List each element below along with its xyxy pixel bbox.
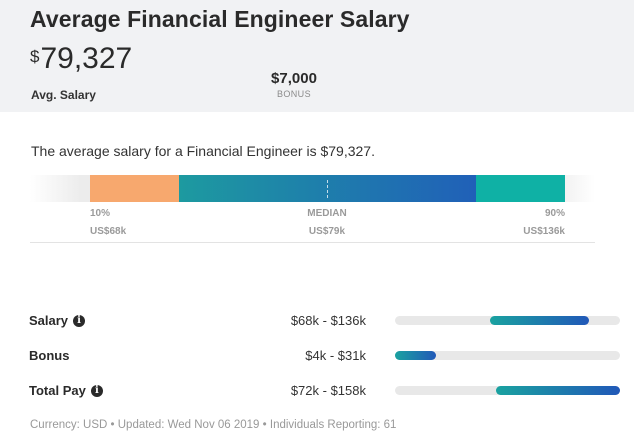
bonus-label: Bonus xyxy=(29,348,70,363)
salary-range-fill xyxy=(489,316,589,325)
median-value: US$79k xyxy=(308,226,346,237)
total-pay-range-bar xyxy=(395,386,620,395)
avg-salary-value: $79,327 xyxy=(30,42,132,76)
page-title: Average Financial Engineer Salary xyxy=(30,6,410,32)
divider xyxy=(30,242,595,243)
range-segment-low xyxy=(90,175,179,202)
salary-header: Average Financial Engineer Salary $79,32… xyxy=(0,0,634,112)
total-pay-label: Total Pay xyxy=(29,383,86,398)
currency-symbol: $ xyxy=(30,47,40,66)
p10-label: 10% xyxy=(90,208,111,219)
info-circle-icon[interactable]: i xyxy=(90,384,103,397)
salary-range-value: $68k - $136k xyxy=(290,313,366,328)
salary-row-label: Salary i xyxy=(29,313,86,328)
total-pay-range-fill xyxy=(496,386,620,395)
median-label: MEDIAN xyxy=(307,208,347,219)
bonus-range-bar xyxy=(395,351,620,360)
bonus-value: $7,000 xyxy=(271,70,317,87)
bonus-range-fill xyxy=(395,351,436,360)
salary-label: Salary xyxy=(29,313,69,328)
avg-salary-label: Avg. Salary xyxy=(31,88,96,102)
bonus-row-label: Bonus xyxy=(29,348,69,363)
salary-summary: The average salary for a Financial Engin… xyxy=(31,143,375,159)
bonus-range-value: $4k - $31k xyxy=(305,348,366,363)
p90-value: US$136k xyxy=(523,226,565,237)
avg-salary-amount: 79,327 xyxy=(40,42,133,75)
p10-value: US$68k xyxy=(90,226,127,237)
range-segment-high xyxy=(476,175,565,202)
total-pay-range-value: $72k - $158k xyxy=(290,383,366,398)
p90-label: 90% xyxy=(544,208,565,219)
footer-meta: Currency: USD • Updated: Wed Nov 06 2019… xyxy=(30,419,397,431)
info-circle-icon[interactable]: i xyxy=(73,314,86,327)
total-pay-row-label: Total Pay i xyxy=(29,383,103,398)
median-marker xyxy=(327,180,328,198)
bonus-label: BONUS xyxy=(276,89,311,99)
salary-range-bar xyxy=(395,316,620,325)
